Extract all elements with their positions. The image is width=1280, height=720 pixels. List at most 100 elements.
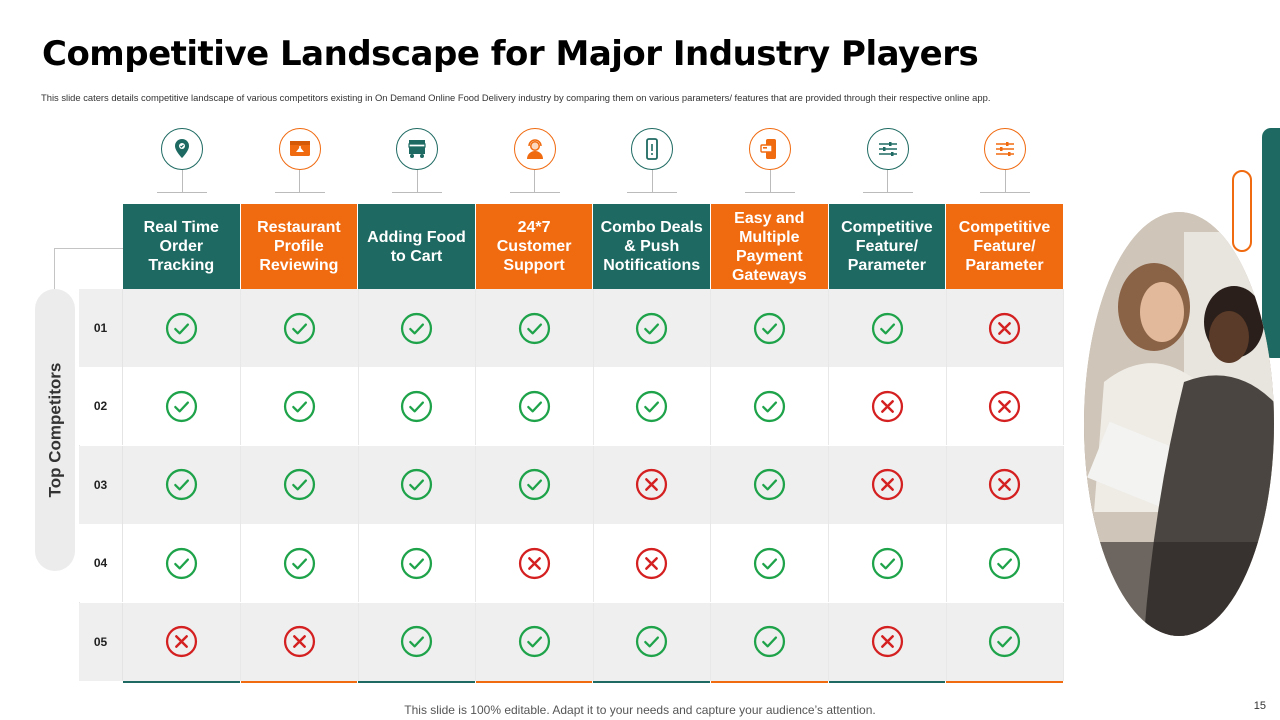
check-icon xyxy=(636,312,668,344)
column-header: Competitive Feature/ Parameter xyxy=(946,204,1063,289)
connector-line xyxy=(54,248,55,289)
icon-base xyxy=(157,192,207,193)
table-cell xyxy=(358,524,477,603)
table-cell xyxy=(476,289,594,367)
table-cell xyxy=(476,602,594,681)
table-cell xyxy=(241,602,359,681)
side-label: Top Competitors xyxy=(45,362,65,498)
icon-stem xyxy=(181,170,183,192)
cross-icon xyxy=(989,312,1021,344)
cross-icon xyxy=(871,390,903,422)
feature-icon-group xyxy=(358,128,476,194)
restaurant-icon xyxy=(278,128,321,170)
photo-illustration xyxy=(1084,212,1274,636)
table-cell xyxy=(829,602,947,681)
icon-base xyxy=(627,192,678,193)
column-bottom-bar xyxy=(240,680,358,683)
check-icon xyxy=(283,390,315,422)
food-cart-icon-svg xyxy=(408,140,426,158)
table-cell xyxy=(711,445,829,524)
location-pin-icon xyxy=(161,128,203,170)
table-row xyxy=(79,524,1064,603)
icon-base xyxy=(745,192,795,193)
cross-icon xyxy=(636,469,668,501)
check-icon xyxy=(753,626,786,658)
table-cell xyxy=(241,445,359,524)
row-number: 02 xyxy=(79,367,123,446)
support-agent-icon-svg xyxy=(526,139,543,159)
table-cell xyxy=(946,289,1065,367)
people-working-photo xyxy=(1084,212,1274,636)
table-cell xyxy=(946,524,1065,603)
table-cell xyxy=(829,367,947,446)
column-bottom-bar xyxy=(358,680,475,683)
column-header: 24*7 Customer Support xyxy=(475,204,593,289)
sliders-icon-svg xyxy=(878,142,897,156)
check-icon xyxy=(165,469,198,501)
column-header: Easy and Multiple Payment Gateways xyxy=(711,204,828,289)
column-header: Real Time Order Tracking xyxy=(123,204,240,289)
check-icon xyxy=(636,626,668,658)
check-icon xyxy=(518,390,550,422)
table-cell xyxy=(358,445,477,524)
connector-line xyxy=(54,248,123,249)
feature-icon-group xyxy=(593,128,711,194)
icon-base xyxy=(274,192,325,193)
cross-icon xyxy=(165,626,198,658)
check-icon xyxy=(165,390,198,422)
check-icon xyxy=(518,312,550,344)
table-cell xyxy=(946,367,1065,446)
table-cell xyxy=(123,602,241,681)
cross-icon xyxy=(518,547,550,579)
cross-icon xyxy=(989,390,1021,422)
feature-icon-group xyxy=(829,128,947,194)
column-bottom-bar xyxy=(475,680,593,683)
icon-stem xyxy=(651,170,653,192)
column-bottom-bar xyxy=(828,680,946,683)
check-icon xyxy=(871,547,903,579)
table-cell xyxy=(711,602,829,681)
check-icon xyxy=(283,312,315,344)
mobile-notification-icon xyxy=(631,128,674,170)
check-icon xyxy=(636,390,668,422)
mobile-payment-icon-svg xyxy=(760,139,776,159)
column-header: Restaurant Profile Reviewing xyxy=(240,204,358,289)
icon-stem xyxy=(769,170,771,192)
check-icon xyxy=(518,626,550,658)
icon-base xyxy=(980,192,1031,193)
check-icon xyxy=(165,312,198,344)
column-bottom-bar xyxy=(593,680,710,683)
table-cell xyxy=(476,445,594,524)
decorative-orange-ring xyxy=(1232,170,1252,252)
table-cell xyxy=(241,367,359,446)
feature-icon-group xyxy=(123,128,241,194)
table-cell xyxy=(829,524,947,603)
table-cell xyxy=(593,445,712,524)
table-cell xyxy=(946,445,1065,524)
slide-subtitle: This slide caters details competitive la… xyxy=(41,92,991,103)
cross-icon xyxy=(989,469,1021,501)
column-bottom-bar xyxy=(123,680,240,683)
check-icon xyxy=(989,547,1021,579)
row-number: 01 xyxy=(79,289,123,367)
cross-icon xyxy=(283,626,315,658)
check-icon xyxy=(401,626,433,658)
table-row xyxy=(79,602,1064,681)
check-icon xyxy=(165,547,198,579)
icon-base xyxy=(392,192,443,193)
icon-stem xyxy=(1004,170,1006,192)
check-icon xyxy=(283,469,315,501)
check-icon xyxy=(871,312,903,344)
table-cell xyxy=(123,445,241,524)
icon-stem xyxy=(534,170,536,192)
icon-stem xyxy=(299,170,301,192)
table-cell xyxy=(946,602,1065,681)
row-number: 05 xyxy=(79,602,123,681)
restaurant-icon-svg xyxy=(289,141,310,156)
check-icon xyxy=(989,626,1021,658)
table-cell xyxy=(829,445,947,524)
column-header: Competitive Feature/ Parameter xyxy=(828,204,946,289)
cross-icon xyxy=(871,469,903,501)
check-icon xyxy=(401,312,433,344)
column-header: Combo Deals & Push Notifications xyxy=(593,204,710,289)
